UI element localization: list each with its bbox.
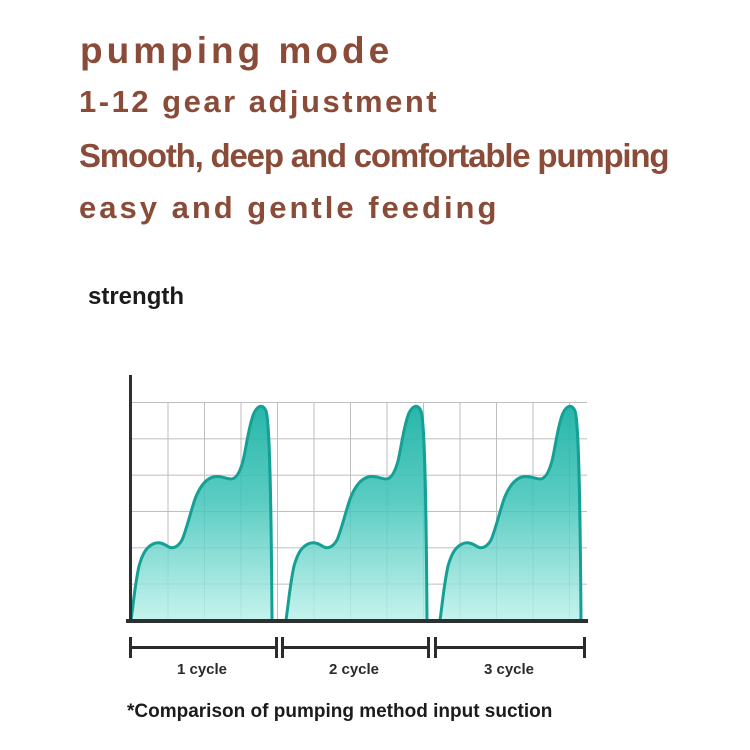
x-axis-baseline [126, 619, 588, 623]
suction-waveform-chart [131, 404, 583, 620]
y-axis-label: strength [88, 283, 184, 310]
cycle-3-label: 3 cycle [483, 661, 535, 678]
cycle-1-label: 1 cycle [176, 661, 228, 678]
cycle-3-bracket [434, 637, 586, 658]
page-title: pumping mode [80, 30, 394, 71]
header-gear-adjustment: 1-12 gear adjustment [79, 84, 440, 119]
cycle-1-bracket [129, 637, 278, 658]
cycle-2-label: 2 cycle [328, 661, 380, 678]
header-gentle-feeding: easy and gentle feeding [79, 190, 500, 225]
cycle-2-bracket [281, 637, 430, 658]
footnote: *Comparison of pumping method input suct… [127, 701, 553, 722]
y-axis-line [129, 375, 132, 622]
header-smooth-pumping: Smooth, deep and comfortable pumping [79, 137, 670, 174]
wave-cycle-3 [438, 404, 583, 620]
wave-cycle-2 [284, 404, 429, 620]
wave-cycle-1 [131, 404, 274, 620]
